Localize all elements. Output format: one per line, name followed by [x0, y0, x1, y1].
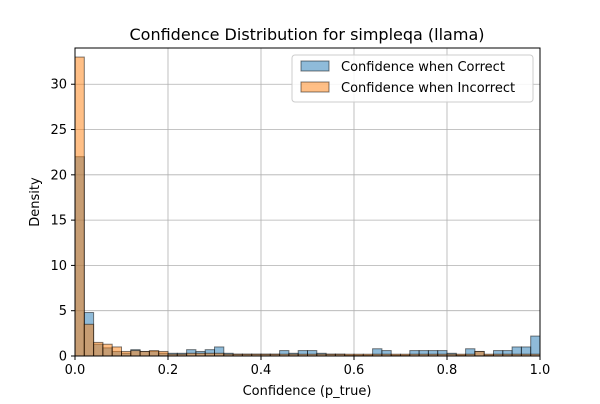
y-tick-label: 5 — [59, 304, 67, 319]
y-tick-label: 10 — [50, 259, 67, 274]
chart-title: Confidence Distribution for simpleqa (ll… — [130, 25, 485, 44]
bar-incorrect — [74, 56, 85, 357]
x-axis-label: Confidence (p_true) — [243, 384, 372, 399]
legend-box — [291, 54, 534, 103]
x-tick-label: 1.0 — [530, 363, 551, 378]
y-tick-label: 25 — [50, 123, 67, 138]
bar-incorrect — [148, 350, 160, 357]
bar-incorrect — [139, 350, 150, 357]
legend-label-correct: Confidence when Correct — [341, 60, 505, 75]
bar-correct — [530, 335, 541, 357]
bar-incorrect — [111, 346, 122, 357]
legend-swatch-incorrect — [300, 81, 330, 93]
plot-frame — [74, 47, 541, 357]
x-tick-label: 0.6 — [344, 363, 365, 378]
x-tick-label: 0.2 — [158, 363, 179, 378]
bar-incorrect — [121, 350, 132, 357]
bar-incorrect — [102, 343, 113, 357]
grid-lines — [74, 48, 541, 357]
y-axis-ticks: 0 5 10 15 20 25 30 — [50, 78, 75, 365]
x-tick-label: 0.0 — [65, 363, 86, 378]
x-tick-label: 0.8 — [437, 363, 458, 378]
bar-incorrect — [93, 341, 104, 357]
bar-incorrect — [130, 350, 141, 357]
x-tick-label: 0.4 — [251, 363, 272, 378]
bar-incorrect — [83, 323, 95, 357]
x-axis-ticks: 0.0 0.2 0.4 0.6 0.8 1.0 — [65, 356, 551, 378]
bar-incorrect — [158, 350, 169, 357]
y-tick-label: 0 — [59, 350, 67, 365]
y-axis-label: Density — [28, 177, 43, 227]
legend-swatch-correct — [300, 60, 330, 72]
y-tick-label: 20 — [50, 168, 67, 183]
legend: Confidence when Correct Confidence when … — [291, 54, 534, 103]
bar-incorrect — [474, 350, 485, 357]
y-tick-label: 30 — [50, 78, 67, 93]
legend-label-incorrect: Confidence when Incorrect — [341, 81, 515, 96]
y-tick-label: 15 — [50, 214, 67, 229]
